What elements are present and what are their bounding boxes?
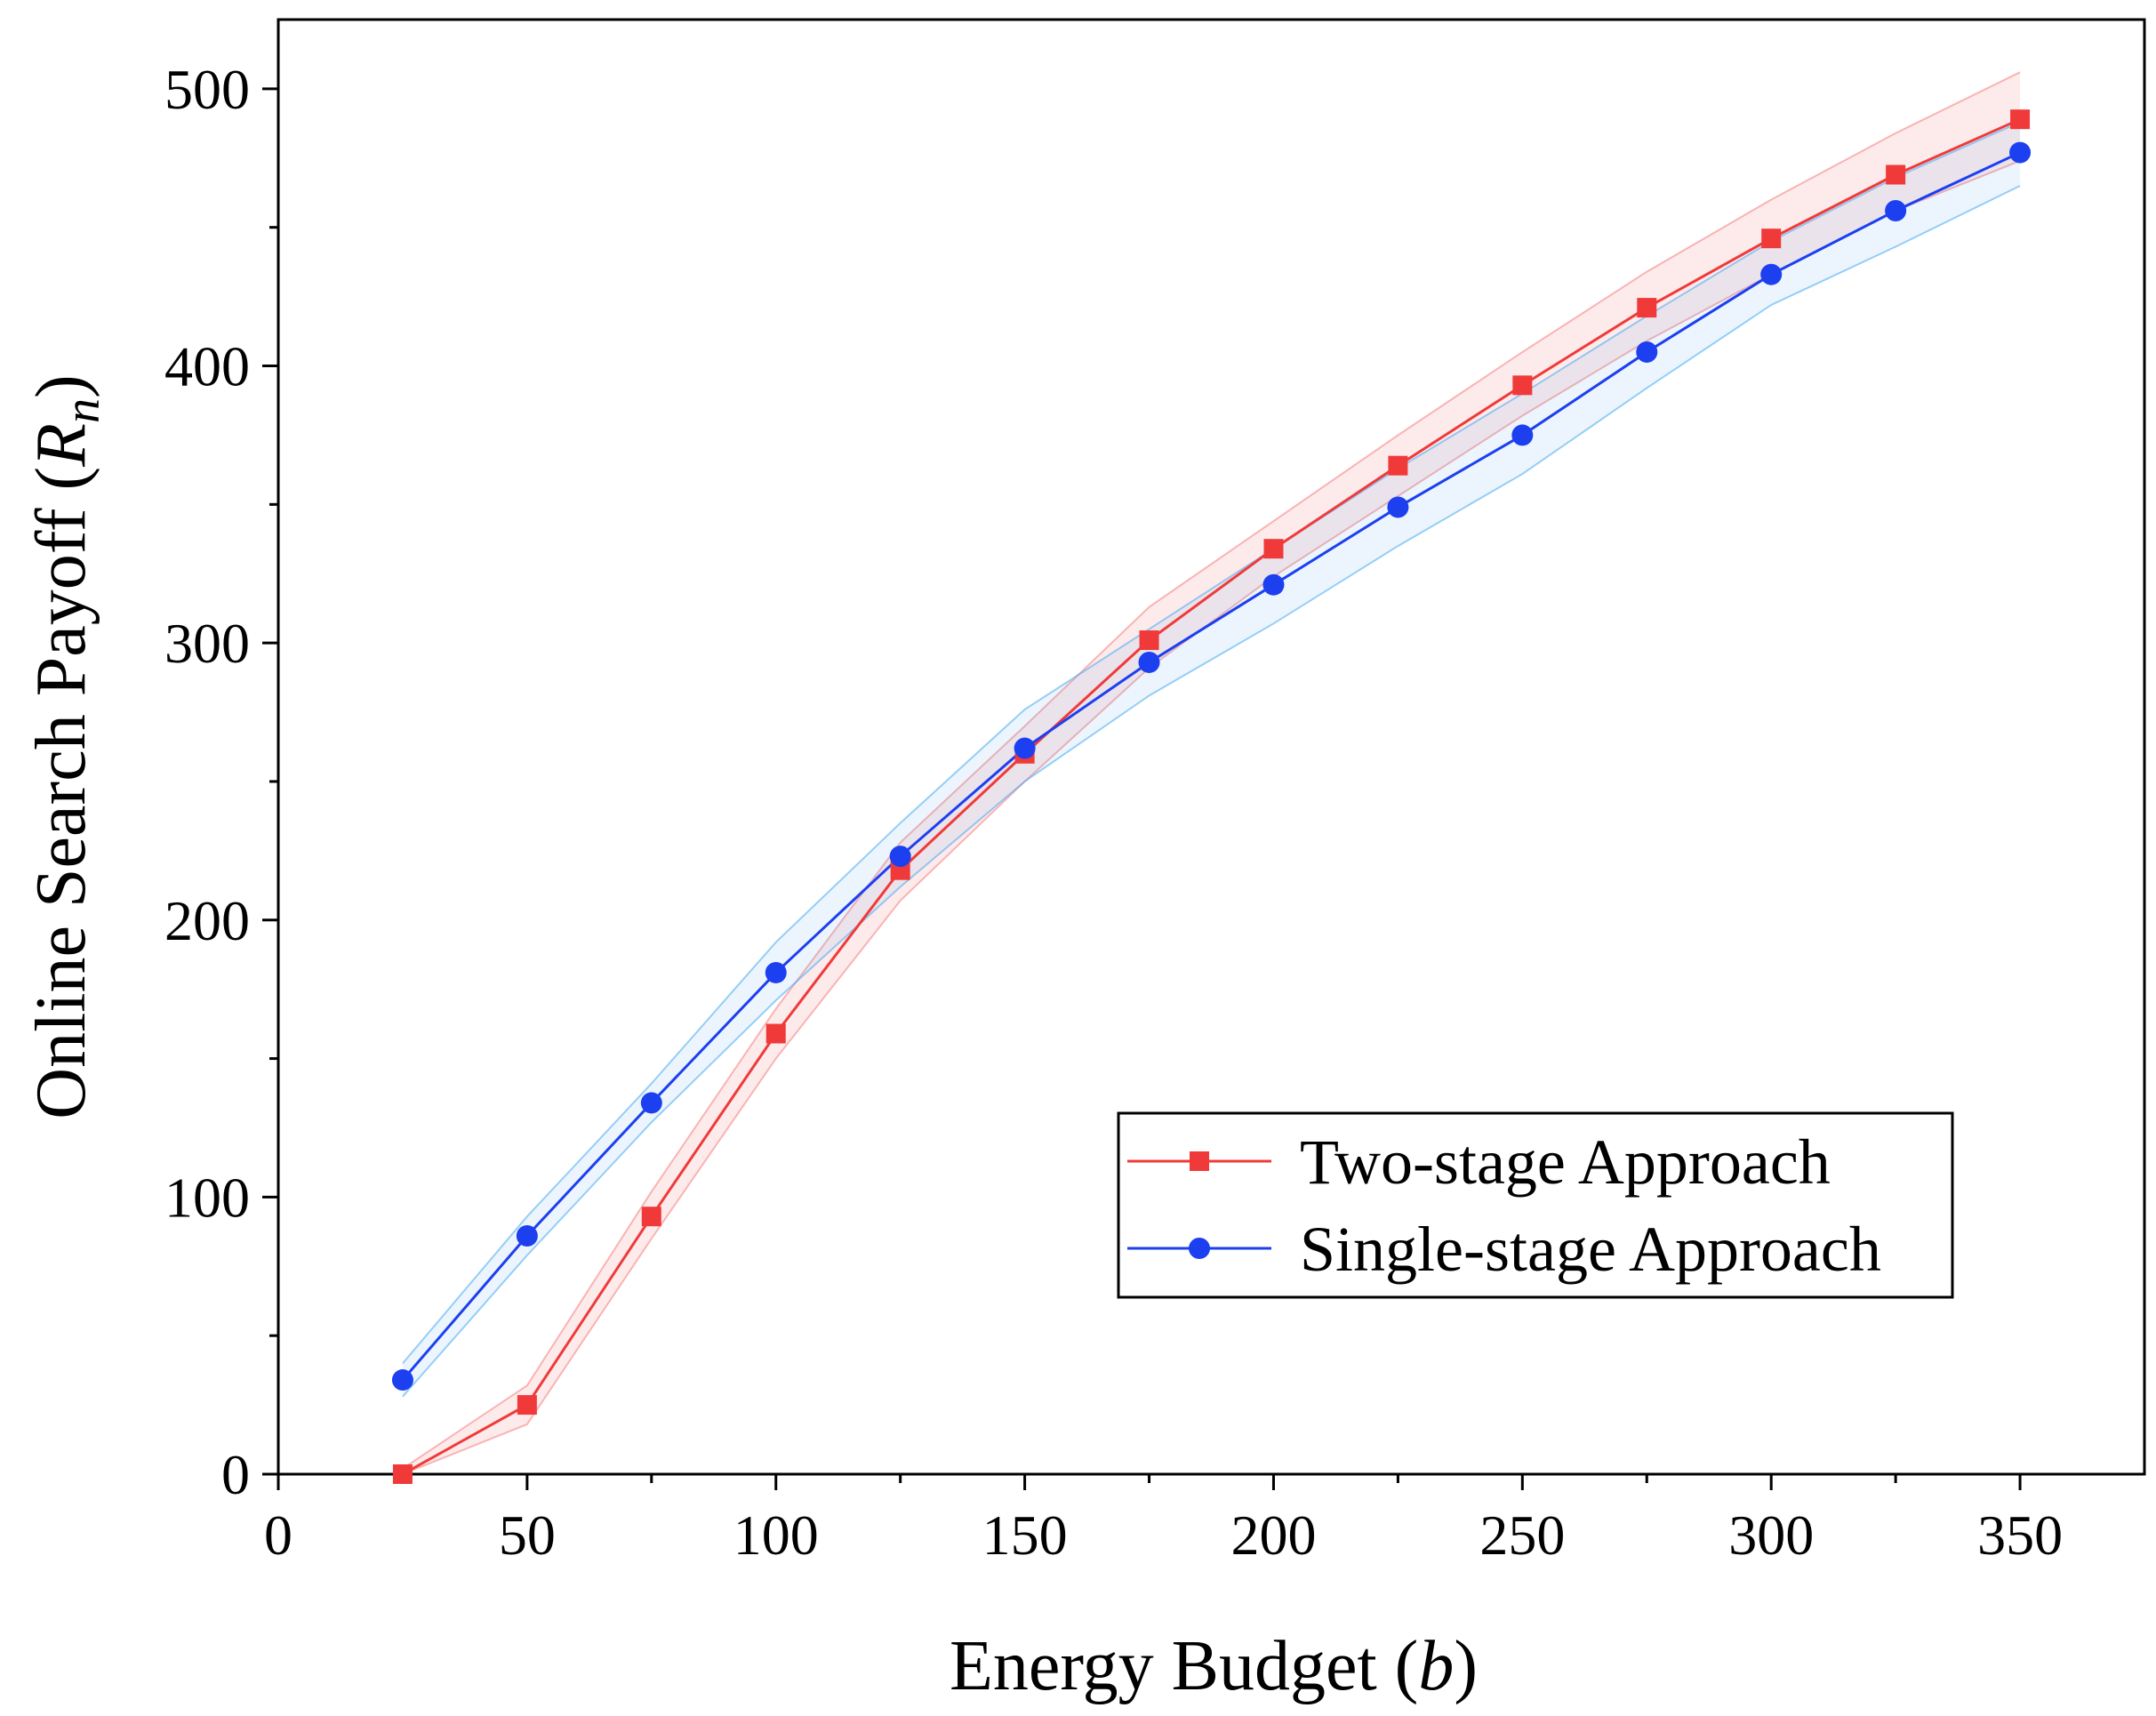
legend-label: Single-stage Approach [1300, 1214, 1881, 1285]
y-tick-label: 500 [164, 58, 250, 121]
data-point [640, 1092, 662, 1114]
data-point [2009, 141, 2032, 164]
band-area [402, 122, 2021, 1397]
series-line [401, 151, 2021, 1382]
data-point [392, 1464, 413, 1484]
y-tick-labels: 0 100 200 300 400 500 [164, 58, 250, 1506]
data-point [1014, 737, 1036, 759]
series-line [402, 117, 2021, 1476]
legend: Two-stage Approach Single-stage Approach [1117, 1111, 1954, 1299]
data-point [765, 961, 787, 983]
band-area [402, 72, 2021, 1474]
data-point [2010, 109, 2031, 130]
x-tick-label: 100 [733, 1504, 819, 1567]
x-tick-labels: 0 50 100 150 200 250 300 350 [264, 1504, 2063, 1567]
x-tick-label: 200 [1230, 1504, 1316, 1567]
data-point [391, 1369, 413, 1391]
y-tick-label: 100 [164, 1166, 250, 1229]
data-point [1138, 651, 1160, 673]
series-lines [401, 117, 2021, 1476]
data-point [1388, 455, 1408, 476]
axis-ticks [262, 87, 2022, 1490]
data-point [1637, 298, 1657, 318]
data-point [1760, 263, 1783, 285]
data-point [1263, 539, 1284, 559]
y-tick-label: 200 [164, 889, 250, 952]
data-point [1262, 573, 1285, 596]
data-point [516, 1225, 538, 1247]
x-axis-title: Energy Budget (b) [950, 1627, 1478, 1705]
data-point [517, 1395, 537, 1415]
band-upper-line [402, 121, 2021, 1364]
data-point [1511, 424, 1534, 446]
legend-items: Two-stage Approach Single-stage Approach [1127, 1127, 1881, 1285]
data-point [1387, 496, 1409, 518]
x-tick-label: 300 [1728, 1504, 1814, 1567]
x-tick-label: 0 [264, 1504, 293, 1567]
y-tick-label: 400 [164, 335, 250, 398]
data-point [1761, 229, 1782, 249]
y-axis-title: Online Search Payoff (Rn) [22, 374, 110, 1119]
legend-marker [1189, 1238, 1210, 1259]
x-tick-label: 350 [1977, 1504, 2063, 1567]
x-tick-label: 50 [499, 1504, 556, 1567]
legend-label: Two-stage Approach [1300, 1127, 1831, 1198]
x-tick-label: 150 [982, 1504, 1068, 1567]
data-point [1886, 164, 1906, 185]
legend-box [1117, 1111, 1954, 1299]
band-upper-line [402, 71, 2021, 1470]
data-point [889, 846, 911, 868]
band-lower-line [402, 185, 2021, 1398]
legend-marker [1190, 1151, 1209, 1171]
data-point [765, 1023, 786, 1044]
data-point [1885, 200, 1907, 222]
y-tick-label: 0 [221, 1443, 250, 1506]
data-point [1139, 630, 1159, 651]
data-point [1636, 341, 1658, 363]
x-tick-label: 250 [1479, 1504, 1565, 1567]
data-point [1512, 375, 1533, 396]
series-markers [391, 109, 2032, 1484]
data-point [641, 1207, 661, 1227]
plot-frame [277, 18, 2146, 1476]
y-tick-label: 300 [164, 612, 250, 675]
